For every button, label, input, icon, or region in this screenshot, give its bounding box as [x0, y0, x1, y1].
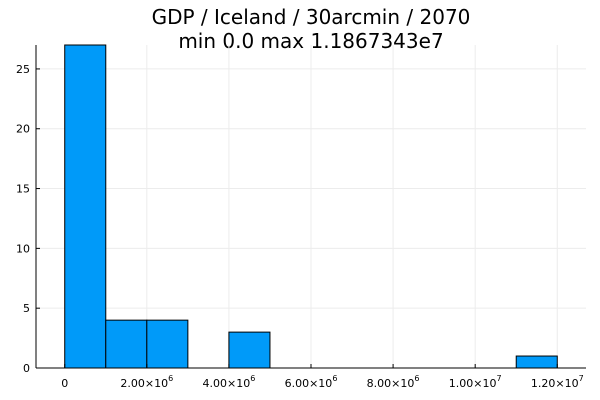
histogram-bar-2 — [146, 319, 189, 369]
histogram-bars — [64, 44, 558, 369]
y-tick-label-3: 15 — [16, 183, 30, 196]
x-tick-label-3: 6.00×106 — [285, 374, 338, 390]
x-tick-label-6: 1.20×107 — [531, 374, 584, 390]
x-tick-label-5: 1.00×107 — [449, 374, 502, 390]
histogram-bar-11 — [515, 355, 558, 369]
grid-lines — [36, 45, 586, 369]
y-tick-label-2: 10 — [16, 242, 30, 255]
x-tick-label-0: 0 — [61, 377, 68, 390]
x-tick-label-4: 8.00×106 — [367, 374, 420, 390]
y-tick-label-4: 20 — [16, 123, 30, 136]
y-tick-label-5: 25 — [16, 63, 30, 76]
x-tick-label-2: 4.00×106 — [203, 374, 256, 390]
y-tick-label-0: 0 — [23, 362, 30, 375]
y-tick-label-1: 5 — [23, 302, 30, 315]
histogram-bar-0 — [64, 44, 107, 369]
tick-labels: 0 2.00×106 4.00×106 6.00×106 8.00×106 1.00×10… — [16, 63, 584, 390]
axes — [35, 45, 586, 369]
histogram-bar-1 — [105, 319, 148, 369]
histogram-bar-4 — [228, 331, 271, 369]
chart-title-line1: GDP / Iceland / 30arcmin / 2070 — [152, 5, 471, 29]
x-tick-label-1: 2.00×106 — [120, 374, 173, 390]
